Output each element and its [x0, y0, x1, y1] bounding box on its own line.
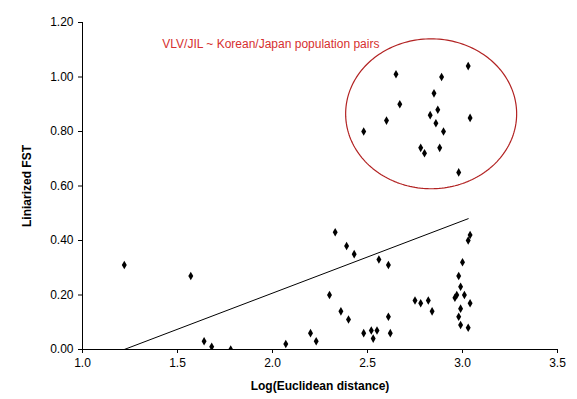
svg-text:1.20: 1.20	[50, 15, 74, 29]
svg-text:3.0: 3.0	[454, 356, 471, 370]
svg-text:0.00: 0.00	[50, 342, 74, 356]
svg-text:1.00: 1.00	[50, 70, 74, 84]
svg-text:2.5: 2.5	[359, 356, 376, 370]
svg-text:0.60: 0.60	[50, 179, 74, 193]
svg-text:0.40: 0.40	[50, 233, 74, 247]
svg-text:2.0: 2.0	[264, 356, 281, 370]
svg-text:VLV/JIL ~ Korean/Japan populat: VLV/JIL ~ Korean/Japan population pairs	[162, 37, 379, 51]
svg-text:Log(Euclidean distance): Log(Euclidean distance)	[251, 379, 390, 393]
svg-text:1.0: 1.0	[74, 356, 91, 370]
svg-text:1.5: 1.5	[169, 356, 186, 370]
svg-text:Liniarized FST: Liniarized FST	[20, 144, 34, 227]
svg-text:0.20: 0.20	[50, 288, 74, 302]
svg-text:0.80: 0.80	[50, 124, 74, 138]
svg-text:3.5: 3.5	[549, 356, 566, 370]
